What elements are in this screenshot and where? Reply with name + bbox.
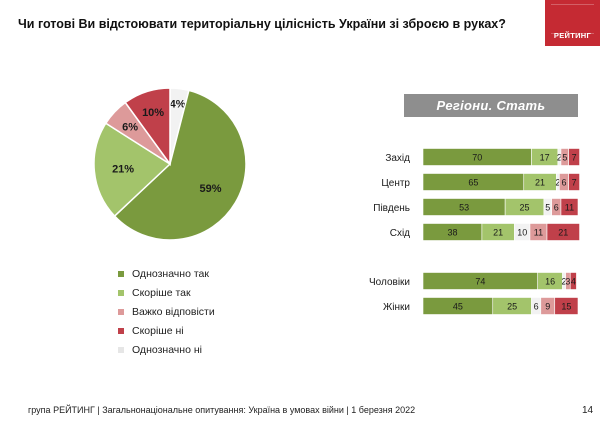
rating-logo: РЕЙТИНГ <box>545 0 600 46</box>
bar-category-label: Центр <box>381 178 410 189</box>
pie-slice-label: 59% <box>200 183 222 195</box>
bar-segment <box>568 173 580 191</box>
legend-item: Скоріше ні <box>118 321 215 340</box>
page-number: 14 <box>582 405 594 416</box>
bar-value-label: 10 <box>517 228 527 238</box>
bar-category-label: Південь <box>373 203 410 214</box>
legend-label: Скоріше так <box>132 286 191 299</box>
bar-value-label: 6 <box>534 302 539 312</box>
bar-segment <box>568 148 580 166</box>
bar-segment <box>554 297 579 315</box>
bar-value-label: 25 <box>507 302 517 312</box>
bar-value-label: 11 <box>565 203 574 213</box>
legend-label: Скоріше ні <box>132 324 184 337</box>
legend-swatch <box>118 327 124 334</box>
bar-segment <box>546 223 580 241</box>
bar-value-label: 38 <box>447 228 457 238</box>
pie-legend: Однозначно так Скоріше так Важко відповіст… <box>118 264 215 359</box>
bar-value-label: 6 <box>562 178 567 188</box>
bar-value-label: 21 <box>558 228 568 238</box>
bar-value-label: 16 <box>545 277 555 287</box>
bar-value-label: 2 <box>557 153 562 163</box>
bar-value-label: 45 <box>453 302 463 312</box>
bar-value-label: 65 <box>468 178 478 188</box>
bar-value-label: 7 <box>572 153 577 163</box>
pie-chart: 4% 59% 21% 6% 10% <box>93 87 247 241</box>
bar-segment <box>560 198 579 216</box>
legend-swatch <box>118 346 124 353</box>
bar-category-label: Чоловіки <box>369 277 410 288</box>
footer: група РЕЙТИНГ | Загальнонаціональне опит… <box>28 405 416 415</box>
bar-value-label: 4 <box>571 277 576 287</box>
bar-value-label: 21 <box>535 178 545 188</box>
bar-value-label: 5 <box>545 203 550 213</box>
section-header: Регіони. Стать <box>404 94 578 117</box>
bar-segment <box>569 272 577 290</box>
pie-slice-label: 6% <box>122 122 138 134</box>
bar-value-label: 9 <box>545 302 550 312</box>
chart-title: Чи готові Ви відстоювати територіальну ц… <box>18 17 506 31</box>
legend-label: Важко відповісти <box>132 305 215 318</box>
pie-slice <box>93 122 172 218</box>
bar-value-label: 6 <box>554 203 559 213</box>
bar-value-label: 11 <box>534 228 543 238</box>
legend-item: Важко відповісти <box>118 302 215 321</box>
bar-value-label: 70 <box>472 153 482 163</box>
legend-swatch <box>118 270 124 277</box>
bar-value-label: 21 <box>493 228 503 238</box>
pie-slice <box>113 89 247 241</box>
pie-slice-label: 21% <box>112 163 134 175</box>
pie-slice-label: 4% <box>170 99 186 111</box>
bar-value-label: 25 <box>520 203 530 213</box>
bar-value-label: 7 <box>572 178 577 188</box>
legend-swatch <box>118 289 124 296</box>
bar-category-label: Захід <box>385 153 410 164</box>
bar-category-label: Схід <box>390 228 410 239</box>
bar-value-label: 15 <box>561 302 571 312</box>
bar-value-label: 2 <box>555 178 560 188</box>
logo-text: РЕЙТИНГ <box>553 31 592 40</box>
legend-item: Скоріше так <box>118 283 215 302</box>
legend-label: Однозначно ні <box>132 343 202 356</box>
bar-value-label: 74 <box>475 277 485 287</box>
bar-value-label: 3 <box>565 277 570 287</box>
legend-item: Однозначно так <box>118 264 215 283</box>
legend-item: Однозначно ні <box>118 340 215 359</box>
pie-slice-label: 10% <box>142 107 164 119</box>
legend-swatch <box>118 308 124 315</box>
pie-slice <box>124 87 171 167</box>
logo-pattern <box>551 4 594 34</box>
bar-value-label: 17 <box>540 153 550 163</box>
bar-value-label: 2 <box>562 277 567 287</box>
bar-value-label: 5 <box>562 153 567 163</box>
bar-value-label: 53 <box>459 203 469 213</box>
legend-label: Однозначно так <box>132 267 209 280</box>
bar-category-label: Жінки <box>383 302 410 313</box>
